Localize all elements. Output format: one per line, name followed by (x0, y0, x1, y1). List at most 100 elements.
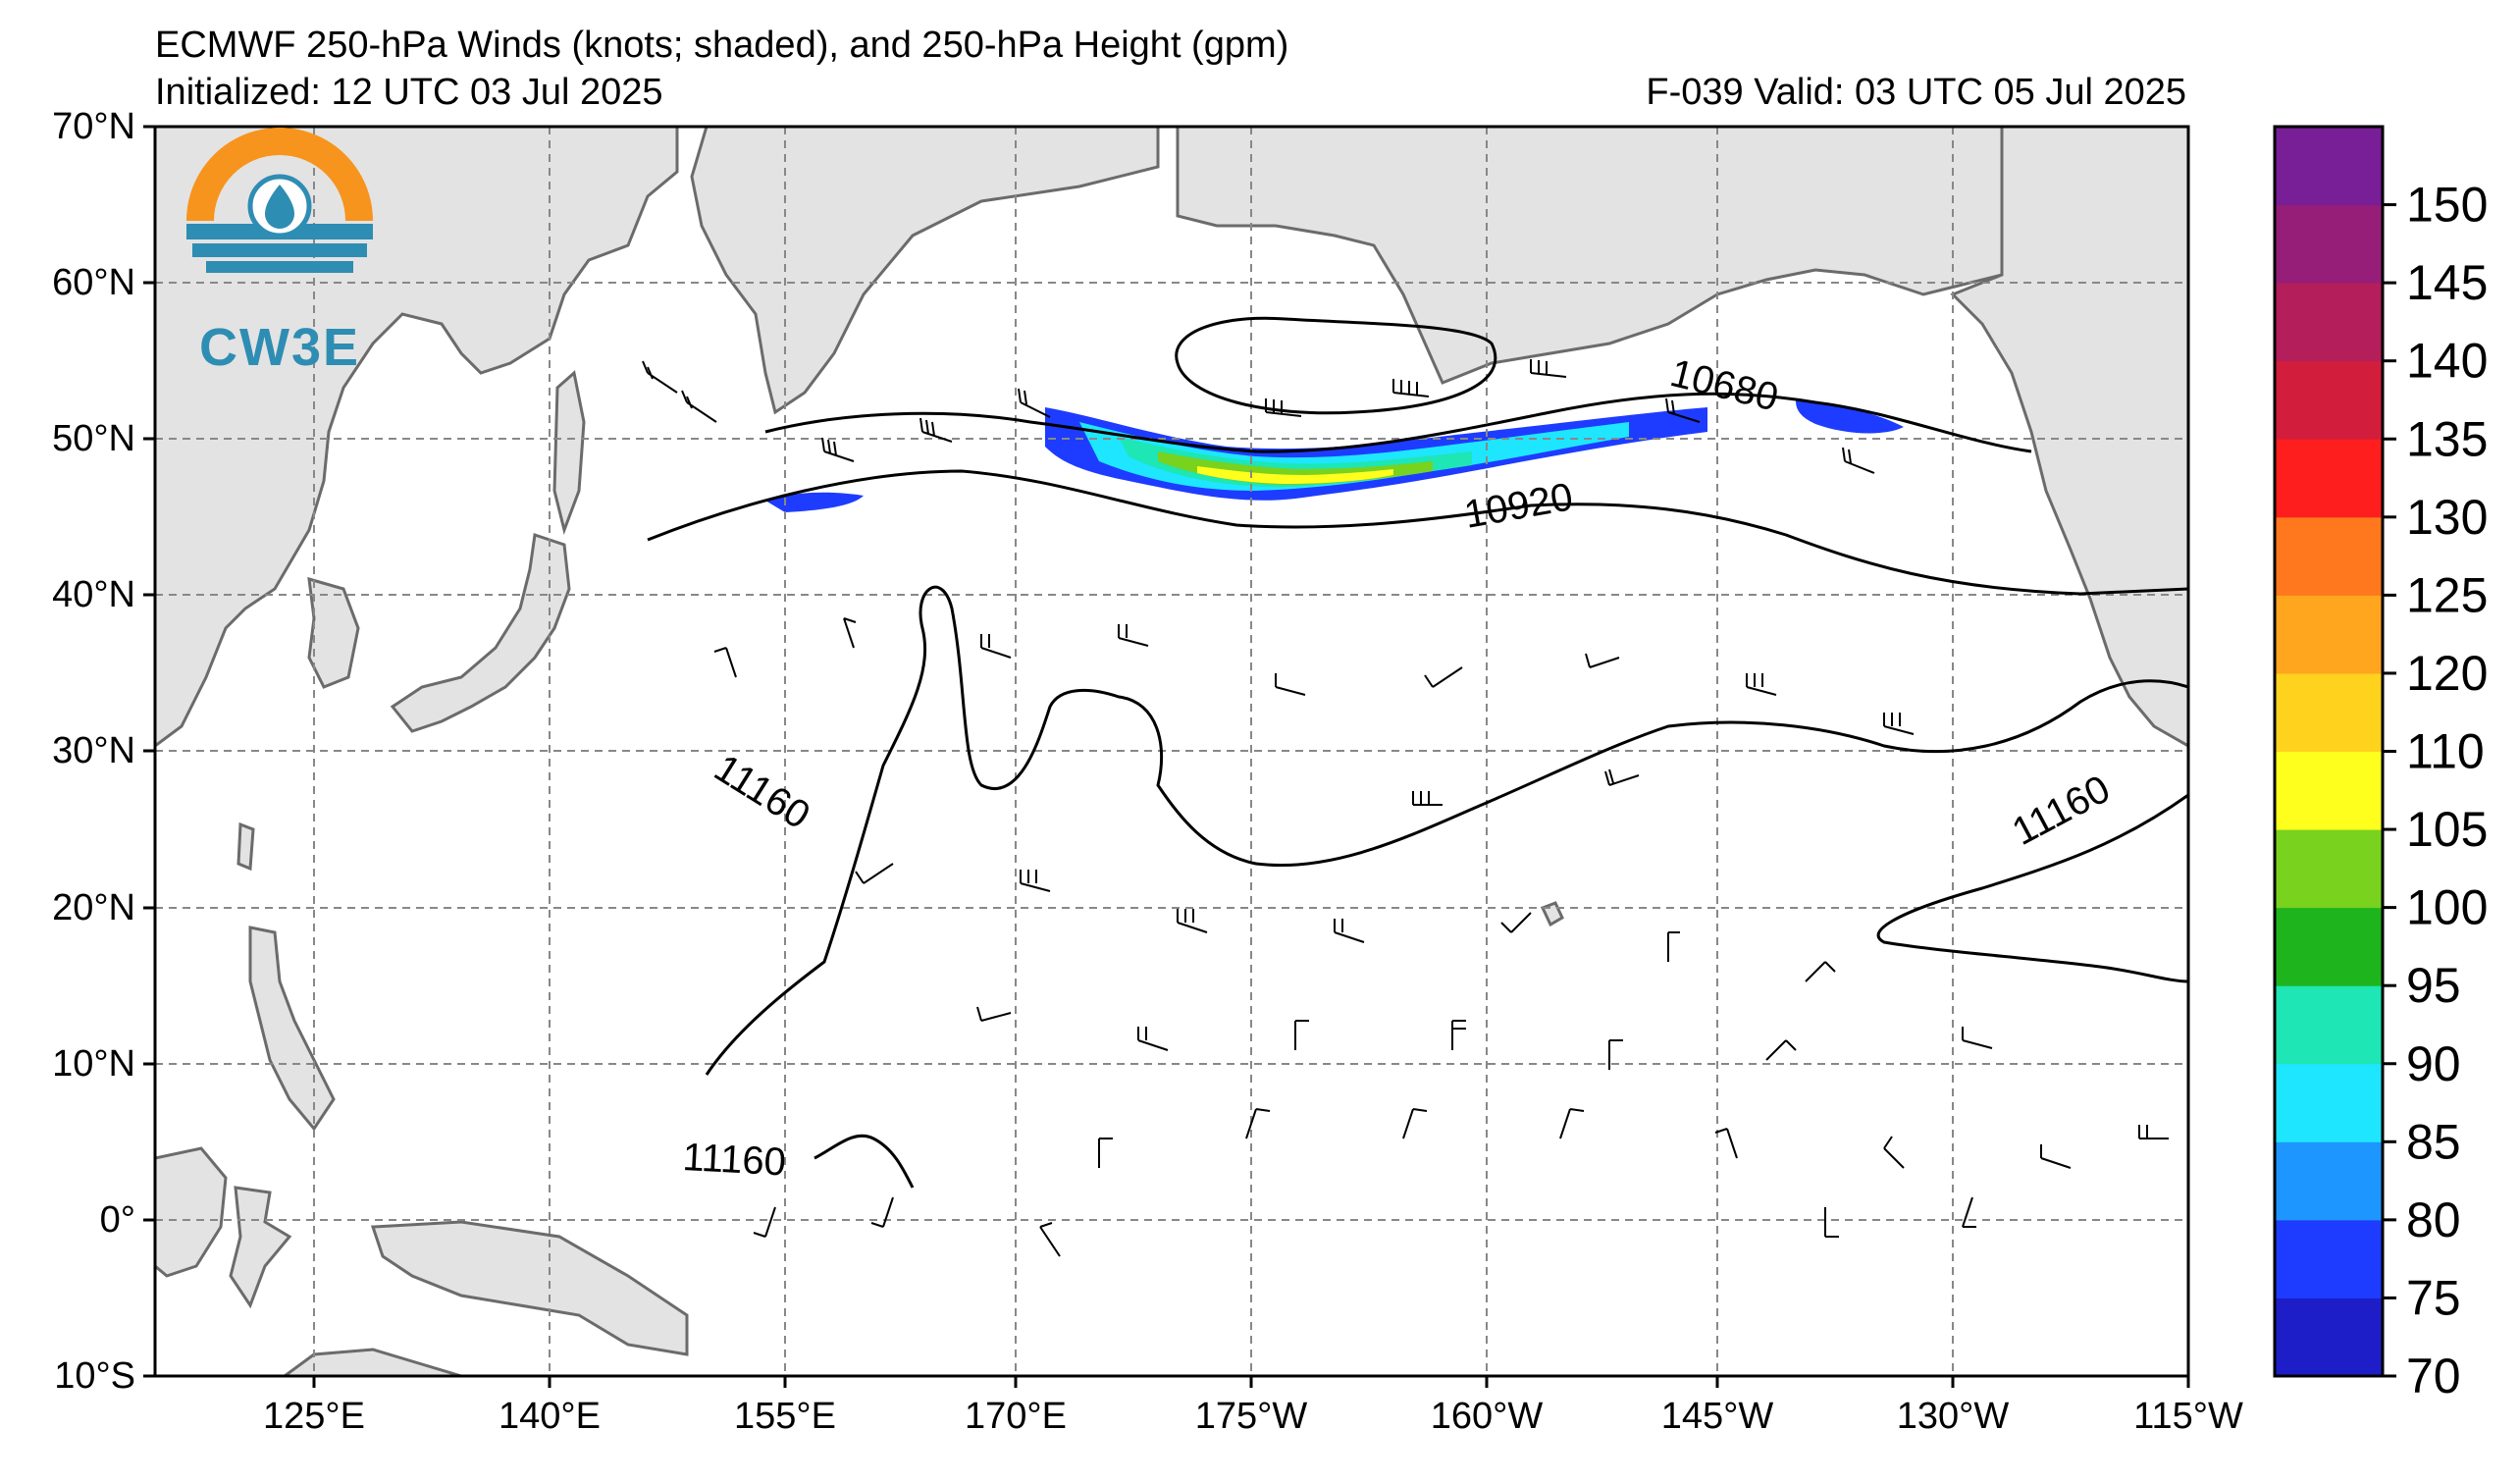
colorbar-swatch (2275, 127, 2383, 206)
colorbar-tick-label: 90 (2406, 1036, 2461, 1091)
wind-barb (1765, 1039, 1797, 1061)
wind-barb (1530, 359, 1567, 378)
wind-barb (976, 1006, 1012, 1022)
jet-east-blob (1796, 400, 1904, 434)
wind-barb (1018, 388, 1051, 418)
sakhalin-landmass (552, 370, 586, 536)
philippines-landmass (248, 926, 336, 1132)
colorbar-tick-label: 150 (2406, 178, 2488, 233)
wind-barb (1412, 791, 1443, 806)
wind-barb (1559, 1108, 1585, 1139)
colorbar-swatch (2275, 283, 2383, 362)
colorbar: 70 75 80 85 90 95 100 105 110 120 125 130 135 140 145 1… (2275, 127, 2488, 1404)
lat-label: 0° (100, 1199, 135, 1241)
colorbar-swatch (2275, 439, 2383, 518)
wind-barb (1039, 1222, 1061, 1257)
wind-barb (1604, 768, 1640, 786)
cw3e-logo-icon: CW3E (186, 128, 373, 377)
asia-landmass (155, 127, 679, 748)
contour-10680 (764, 392, 2032, 453)
colorbar-swatch (2275, 751, 2383, 830)
lat-label: 30°N (52, 730, 135, 771)
colorbar-tick-label: 75 (2406, 1270, 2461, 1325)
australia-landmass (282, 1348, 462, 1376)
borneo-landmass (155, 1146, 228, 1278)
contour-11160-west (814, 1134, 915, 1189)
lon-label: 140°E (499, 1396, 601, 1437)
japan-landmass (390, 533, 571, 733)
lon-label: 130°W (1897, 1396, 2010, 1437)
lon-label: 175°W (1195, 1396, 1308, 1437)
wind-barb (1824, 1207, 1839, 1238)
colorbar-swatch (2275, 672, 2383, 752)
lon-label: 145°W (1661, 1396, 1774, 1437)
wind-barb (1451, 1020, 1466, 1050)
wind-barb (1275, 673, 1306, 696)
wind-barb (1714, 1128, 1738, 1159)
alaska-landmass (1176, 127, 2004, 385)
contour-11160-main (705, 585, 2188, 1076)
taiwan-landmass (236, 821, 255, 872)
colorbar-tick-label: 125 (2406, 567, 2488, 622)
wind-barb (1118, 624, 1149, 647)
height-contours (647, 316, 2188, 1189)
contour-low-closed (1175, 316, 1497, 415)
sulawesi-landmass (229, 1186, 292, 1309)
wind-barb (1842, 447, 1875, 474)
logo-text: CW3E (199, 318, 360, 377)
wind-barb (1020, 870, 1051, 892)
lon-label: 160°W (1431, 1396, 1544, 1437)
wind-barb (870, 1196, 894, 1228)
colorbar-swatch (2275, 595, 2383, 674)
wind-barb (2138, 1125, 2169, 1139)
colorbar-tick-label: 95 (2406, 958, 2461, 1013)
colorbar-swatch (2275, 516, 2383, 596)
wind-barb (753, 1206, 776, 1238)
colorbar-tick-label: 100 (2406, 880, 2488, 935)
wind-barb (2040, 1144, 2072, 1169)
colorbar-swatch (2275, 985, 2383, 1065)
lon-label: 155°E (734, 1396, 836, 1437)
wind-barb (713, 647, 737, 678)
new-guinea-landmass (370, 1220, 689, 1356)
wind-barb (1424, 666, 1463, 688)
wind-barb (1098, 1138, 1113, 1168)
map-layer: 10680 10920 11160 11160 11160 (155, 127, 2188, 1376)
wind-barb (919, 417, 953, 443)
wind-barb (1746, 673, 1777, 696)
kamchatka-landmass (690, 127, 1160, 415)
wind-barb (1402, 1108, 1428, 1139)
contour-10920 (647, 469, 2188, 596)
colorbar-tick-label: 85 (2406, 1114, 2461, 1169)
wind-barb (1392, 379, 1430, 397)
lon-label: 170°E (965, 1396, 1067, 1437)
wind-barbs (642, 359, 2169, 1257)
wind-barb (1137, 1027, 1169, 1051)
colorbar-swatch (2275, 1063, 2383, 1142)
colorbar-border (2273, 125, 2385, 1378)
contour-11160-south (1876, 793, 2188, 983)
lon-label: 125°E (263, 1396, 365, 1437)
jet-west-blob (765, 492, 864, 512)
wind-barb (1665, 397, 1701, 423)
wind-barb (1667, 931, 1680, 962)
colorbar-swatch (2275, 1298, 2383, 1377)
valid-time: F-039 Valid: 03 UTC 05 Jul 2025 (1646, 72, 2186, 113)
wind-barb (1245, 1108, 1271, 1139)
lat-label: 20°N (52, 887, 135, 928)
contour-label-11160-south: 11160 (682, 1136, 787, 1184)
wind-barb (681, 390, 717, 423)
colorbar-swatch (2275, 1141, 2383, 1221)
map-title: ECMWF 250-hPa Winds (knots; shaded), and… (155, 25, 1289, 66)
colorbar-tick-label: 145 (2406, 255, 2488, 310)
wind-barb (980, 634, 1012, 659)
wind-barb (1500, 912, 1532, 933)
colorbar-tick-label: 140 (2406, 334, 2488, 389)
jet-core-110 (1197, 466, 1393, 484)
wind-barb (843, 617, 857, 649)
colorbar-swatch (2275, 1219, 2383, 1298)
lon-axis (312, 1376, 2190, 1388)
lat-axis (143, 125, 155, 1378)
colorbar-tick-label: 110 (2406, 724, 2485, 779)
